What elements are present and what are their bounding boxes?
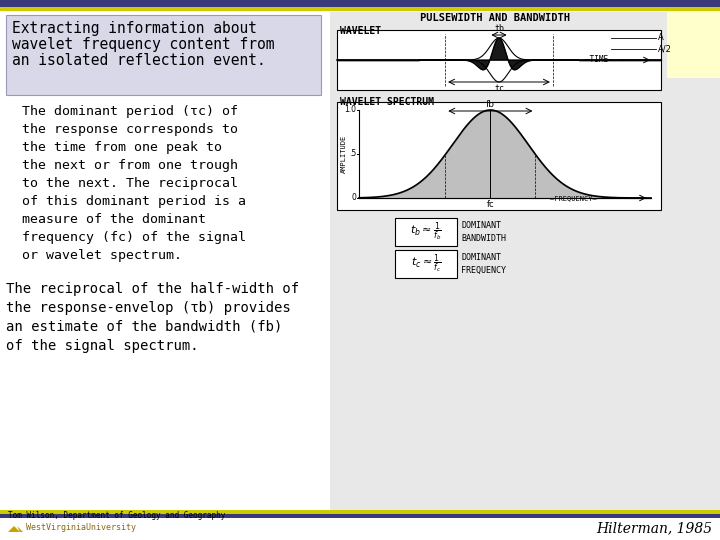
Text: WAVELET: WAVELET — [340, 26, 381, 36]
Text: fb: fb — [486, 100, 495, 109]
Text: Extracting information about: Extracting information about — [12, 21, 257, 36]
Text: Tom Wilson, Department of Geology and Geography: Tom Wilson, Department of Geology and Ge… — [8, 511, 225, 520]
Text: tb: tb — [494, 24, 504, 33]
Text: the next or from one trough: the next or from one trough — [22, 159, 238, 172]
Text: A: A — [658, 33, 664, 43]
Text: 1.0: 1.0 — [344, 105, 356, 114]
Bar — [6, 15, 321, 95]
Text: of the signal spectrum.: of the signal spectrum. — [6, 339, 199, 353]
Text: Hilterman, 1985: Hilterman, 1985 — [596, 521, 712, 535]
Text: —FREQUENCY—: —FREQUENCY— — [550, 195, 597, 201]
Bar — [337, 30, 661, 90]
Text: $t_b \approx \frac{1}{f_b}$: $t_b \approx \frac{1}{f_b}$ — [410, 221, 442, 244]
Bar — [395, 250, 457, 278]
Text: .5: .5 — [348, 150, 356, 159]
Text: DOMINANT: DOMINANT — [461, 221, 501, 231]
Bar — [667, 12, 720, 78]
Text: measure of the dominant: measure of the dominant — [22, 213, 206, 226]
Bar — [0, 7, 720, 11]
Text: to the next. The reciprocal: to the next. The reciprocal — [22, 177, 238, 190]
Text: $t_c \approx \frac{1}{f_c}$: $t_c \approx \frac{1}{f_c}$ — [410, 253, 441, 275]
Text: —TIME—: —TIME— — [585, 56, 613, 64]
Text: A/2: A/2 — [658, 44, 672, 53]
Text: frequency (fc) of the signal: frequency (fc) of the signal — [22, 231, 246, 244]
Text: tc: tc — [494, 84, 504, 93]
Text: DOMINANT: DOMINANT — [461, 253, 501, 262]
Text: fc: fc — [487, 200, 494, 209]
Bar — [337, 102, 661, 210]
Bar — [0, 510, 720, 514]
Bar — [0, 512, 720, 518]
Text: the response-envelop (τb) provides: the response-envelop (τb) provides — [6, 301, 291, 315]
Text: wavelet frequency content from: wavelet frequency content from — [12, 37, 274, 52]
Text: The reciprocal of the half-width of: The reciprocal of the half-width of — [6, 282, 299, 296]
Text: BANDWIDTH: BANDWIDTH — [461, 234, 506, 242]
Text: AMPLITUDE: AMPLITUDE — [341, 135, 347, 173]
Text: 0: 0 — [351, 193, 356, 202]
Text: PULSEWIDTH AND BANDWIDTH: PULSEWIDTH AND BANDWIDTH — [420, 13, 570, 23]
Bar — [395, 218, 457, 246]
Bar — [330, 12, 720, 510]
Text: WestVirginiaUniversity: WestVirginiaUniversity — [26, 523, 136, 532]
Text: the time from one peak to: the time from one peak to — [22, 141, 222, 154]
Text: of this dominant period is a: of this dominant period is a — [22, 195, 246, 208]
Polygon shape — [8, 526, 23, 532]
Text: or wavelet spectrum.: or wavelet spectrum. — [22, 249, 182, 262]
Text: an estimate of the bandwidth (fb): an estimate of the bandwidth (fb) — [6, 320, 282, 334]
Text: the response corresponds to: the response corresponds to — [22, 123, 238, 136]
Text: The dominant period (τc) of: The dominant period (τc) of — [22, 105, 238, 118]
Text: an isolated reflection event.: an isolated reflection event. — [12, 53, 266, 68]
Bar — [0, 0, 720, 7]
Text: WAVELET SPECTRUM: WAVELET SPECTRUM — [340, 97, 434, 107]
Text: FREQUENCY: FREQUENCY — [461, 266, 506, 275]
